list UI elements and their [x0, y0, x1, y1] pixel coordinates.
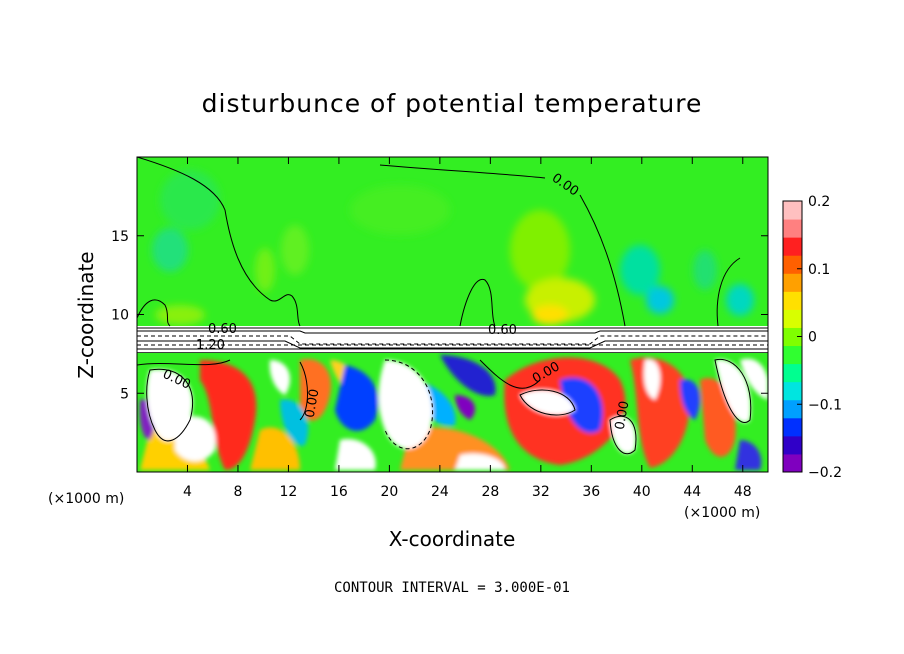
- stable-layer: [137, 326, 768, 350]
- x-axis: 4 8 12 16 20 24 28 32 36 40 44 48: [183, 157, 752, 500]
- colorbar-swatch: [783, 435, 802, 455]
- x-tick-label: 44: [683, 484, 701, 500]
- colorbar-swatch: [783, 201, 802, 220]
- colorbar-swatch: [783, 327, 802, 347]
- x-tick-label: 32: [532, 484, 550, 500]
- contour-label: 0.00: [613, 400, 633, 431]
- x-unit-right: (×1000 m): [684, 505, 760, 521]
- colorbar: 0.2 0.1 0 −0.1 −0.2: [782, 194, 842, 481]
- lower-contours: [137, 358, 752, 455]
- upper-field: [137, 157, 768, 332]
- heatmap-field: [137, 157, 768, 472]
- colorbar-swatch: [783, 237, 802, 256]
- upper-contours: [137, 157, 741, 327]
- upper-blobs: [152, 170, 754, 325]
- colorbar-tick-label: 0: [808, 330, 817, 346]
- colorbar-swatch: [783, 363, 802, 383]
- contour-label: 0.60: [488, 323, 517, 338]
- x-tick-label: 12: [280, 484, 298, 500]
- colorbar-tick-label: −0.1: [808, 397, 842, 413]
- colorbar-swatch: [783, 219, 802, 238]
- y-tick-label: 10: [111, 308, 129, 324]
- colorbar-tick-label: 0.1: [808, 262, 830, 278]
- colorbar-tick-label: −0.2: [808, 465, 842, 481]
- y-tick-label: 5: [120, 386, 129, 402]
- x-tick-label: 24: [431, 484, 449, 500]
- x-tick-label: 40: [633, 484, 651, 500]
- x-tick-label: 16: [330, 484, 348, 500]
- x-tick-label: 4: [183, 484, 192, 500]
- colorbar-swatch: [783, 345, 802, 365]
- colorbar-swatch: [783, 399, 802, 419]
- colorbar-swatch: [783, 453, 802, 473]
- y-axis-label: Z-coordinate: [74, 251, 98, 378]
- y-tick-label: 15: [111, 229, 129, 245]
- x-tick-label: 8: [233, 484, 242, 500]
- colorbar-swatch: [783, 273, 802, 292]
- colorbar-swatch: [783, 381, 802, 401]
- x-tick-label: 28: [481, 484, 499, 500]
- chart-title: disturbunce of potential temperature: [202, 89, 703, 118]
- x-tick-label: 36: [582, 484, 600, 500]
- colorbar-swatch: [783, 417, 802, 437]
- colorbar-tick-label: 0.2: [808, 194, 830, 210]
- x-axis-label: X-coordinate: [389, 527, 516, 551]
- lower-blobs: [139, 355, 768, 470]
- contour-interval-note: CONTOUR INTERVAL = 3.000E-01: [334, 580, 570, 596]
- contour-label: 0.00: [303, 388, 323, 419]
- x-unit-left: (×1000 m): [48, 491, 124, 507]
- colorbar-swatch: [783, 255, 802, 274]
- contour-label: 0.60: [208, 322, 237, 337]
- colorbar-swatch: [783, 309, 802, 328]
- colorbar-swatch: [783, 291, 802, 310]
- y-axis: 5 10 15: [111, 229, 768, 402]
- contour-label: 1.20: [196, 338, 225, 353]
- x-tick-label: 48: [734, 484, 752, 500]
- x-tick-label: 20: [380, 484, 398, 500]
